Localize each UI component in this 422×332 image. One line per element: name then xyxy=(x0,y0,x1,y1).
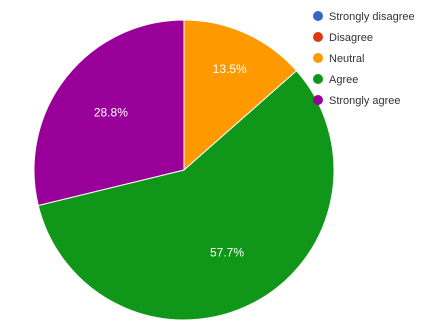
legend-marker-strongly-disagree xyxy=(313,11,323,21)
legend-label-strongly-disagree: Strongly disagree xyxy=(329,11,415,23)
slice-label-agree: 57.7% xyxy=(210,245,244,259)
legend-label-agree: Agree xyxy=(329,74,358,86)
legend-marker-agree xyxy=(313,74,323,84)
legend-marker-strongly-agree xyxy=(313,95,323,105)
legend-label-disagree: Disagree xyxy=(329,32,373,44)
pie-slices xyxy=(33,19,335,321)
slice-label-strongly-agree: 28.8% xyxy=(94,106,128,120)
slice-label-neutral: 13.5% xyxy=(213,62,247,76)
pie-slice-neutral xyxy=(183,19,298,172)
legend-marker-disagree xyxy=(313,32,323,42)
pie-slice-labels: 13.5% 57.7% 28.8% xyxy=(94,62,247,260)
pie-slice-strongly-agree xyxy=(33,19,185,207)
legend-label-neutral: Neutral xyxy=(329,53,364,65)
pie-slice-agree xyxy=(37,70,335,321)
legend-label-strongly-agree: Strongly agree xyxy=(329,95,401,107)
legend-marker-neutral xyxy=(313,53,323,63)
legend: Strongly disagree Disagree Neutral Agree Str… xyxy=(313,11,415,107)
